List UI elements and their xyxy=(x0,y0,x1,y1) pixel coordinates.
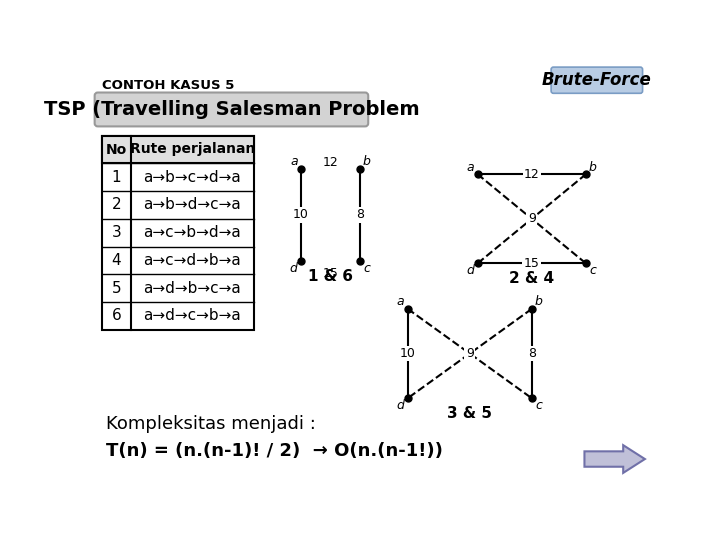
Text: TSP (Travelling Salesman Problem: TSP (Travelling Salesman Problem xyxy=(44,100,420,119)
Text: Brute-Force: Brute-Force xyxy=(542,71,652,89)
FancyBboxPatch shape xyxy=(102,136,253,330)
Text: 10: 10 xyxy=(293,208,309,221)
Text: 12: 12 xyxy=(323,156,338,169)
Text: 5: 5 xyxy=(528,212,536,225)
Text: a: a xyxy=(467,161,474,174)
FancyBboxPatch shape xyxy=(94,92,368,126)
Text: CONTOH KASUS 5: CONTOH KASUS 5 xyxy=(102,79,234,92)
Text: a→b→d→c→a: a→b→d→c→a xyxy=(143,198,241,212)
Text: 6: 6 xyxy=(112,308,121,323)
Text: a→d→c→b→a: a→d→c→b→a xyxy=(143,308,241,323)
Text: a: a xyxy=(290,156,297,168)
Text: 3: 3 xyxy=(112,225,121,240)
Text: c: c xyxy=(590,264,596,277)
Text: Kompleksitas menjadi :: Kompleksitas menjadi : xyxy=(106,415,315,433)
Text: Rute perjalanan: Rute perjalanan xyxy=(130,143,255,157)
Text: b: b xyxy=(363,156,371,168)
Text: No: No xyxy=(106,143,127,157)
Text: b: b xyxy=(535,295,543,308)
Text: d: d xyxy=(397,399,405,411)
Text: d: d xyxy=(290,261,298,274)
FancyBboxPatch shape xyxy=(551,67,642,93)
Text: a→b→c→d→a: a→b→c→d→a xyxy=(143,170,241,185)
Text: 8: 8 xyxy=(356,208,364,221)
Text: d: d xyxy=(467,264,474,277)
Text: 12: 12 xyxy=(524,167,539,181)
Text: 9: 9 xyxy=(466,347,474,360)
Text: a→d→b→c→a: a→d→b→c→a xyxy=(143,281,241,295)
Text: a→c→b→d→a: a→c→b→d→a xyxy=(143,225,241,240)
Text: 15: 15 xyxy=(323,267,338,280)
Text: 1: 1 xyxy=(112,170,121,185)
Text: T(n) = (n.(n-1)! / 2)  → O(n.(n-1!)): T(n) = (n.(n-1)! / 2) → O(n.(n-1!)) xyxy=(106,442,442,460)
Text: 5: 5 xyxy=(466,347,474,360)
Text: 9: 9 xyxy=(528,212,536,225)
Text: c: c xyxy=(535,399,542,411)
Polygon shape xyxy=(585,445,645,473)
Text: 8: 8 xyxy=(528,347,536,360)
Text: b: b xyxy=(589,161,597,174)
Text: c: c xyxy=(363,261,370,274)
Text: 1 & 6: 1 & 6 xyxy=(307,269,353,284)
Text: 4: 4 xyxy=(112,253,121,268)
Text: a→c→d→b→a: a→c→d→b→a xyxy=(143,253,241,268)
Text: 5: 5 xyxy=(112,281,121,295)
Text: 2: 2 xyxy=(112,198,121,212)
Text: 2 & 4: 2 & 4 xyxy=(509,271,554,286)
Text: 3 & 5: 3 & 5 xyxy=(447,406,492,421)
FancyBboxPatch shape xyxy=(102,136,253,164)
Text: 10: 10 xyxy=(400,347,415,360)
Text: a: a xyxy=(397,295,405,308)
Text: 15: 15 xyxy=(524,257,540,270)
